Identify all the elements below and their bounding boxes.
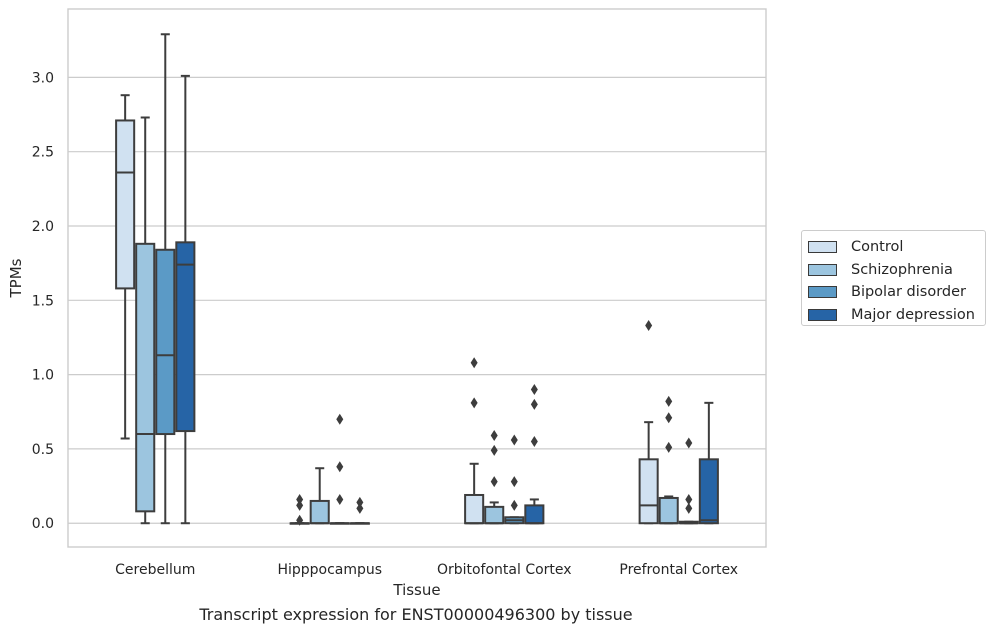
outlier-point	[490, 444, 498, 456]
box-3-2	[678, 437, 699, 525]
box-iqr	[175, 241, 196, 433]
outlier-point	[665, 441, 673, 453]
box-3-0	[638, 320, 659, 525]
legend-label: Schizophrenia	[851, 261, 953, 278]
outlier-point	[470, 357, 478, 369]
x-tick-label: Prefrontal Cortex	[619, 562, 738, 578]
legend-swatch	[808, 308, 837, 321]
box-iqr	[115, 119, 136, 290]
box-1-1	[309, 467, 330, 525]
y-tick-label: 0.0	[32, 516, 54, 532]
outlier-point	[530, 383, 538, 395]
legend-label: Bipolar disorder	[851, 284, 966, 301]
box-2-3	[524, 383, 545, 525]
legend-item: Control	[808, 236, 985, 259]
outlier-point	[296, 499, 304, 511]
box-3-1	[658, 395, 679, 525]
y-axis-label: TPMs	[7, 258, 25, 298]
box-iqr	[638, 458, 659, 525]
outlier-point	[510, 499, 518, 511]
chart-caption: Transcript expression for ENST0000049630…	[199, 605, 633, 624]
box-iqr	[484, 505, 505, 525]
x-tick-label: Cerebellum	[115, 562, 195, 578]
box-2-0	[464, 357, 485, 525]
box-iqr	[135, 242, 156, 513]
legend-swatch	[808, 286, 837, 299]
outlier-point	[356, 502, 364, 514]
box-2-1	[484, 430, 505, 525]
plot-area-frame	[67, 8, 767, 548]
x-axis-label: Tissue	[392, 581, 440, 599]
x-tick-label: Orbitofontal Cortex	[437, 562, 572, 578]
box-iqr	[658, 496, 679, 525]
outlier-point	[665, 412, 673, 424]
y-tick-label: 2.0	[32, 219, 54, 235]
box-iqr	[464, 493, 485, 525]
outlier-point	[470, 397, 478, 409]
outlier-point	[685, 502, 693, 514]
legend-item: Major depression	[808, 304, 985, 327]
legend: Control Schizophrenia Bipolar disorder Majo…	[801, 230, 986, 326]
y-tick-label: 1.5	[32, 293, 54, 309]
box-groups	[115, 33, 719, 526]
box-1-3	[349, 496, 370, 525]
outlier-point	[356, 496, 364, 508]
x-tick-label: Hipppocampus	[277, 562, 382, 578]
box-2-2	[504, 434, 525, 525]
outlier-point	[296, 514, 304, 526]
legend-label: Major depression	[851, 306, 975, 323]
box-iqr	[155, 248, 176, 436]
legend-swatch	[808, 241, 837, 254]
legend-swatch	[808, 263, 837, 276]
outlier-point	[336, 413, 344, 425]
outlier-point	[490, 430, 498, 442]
legend-item: Schizophrenia	[808, 259, 985, 282]
outlier-point	[510, 434, 518, 446]
outlier-point	[296, 493, 304, 505]
y-tick-label: 1.0	[32, 368, 54, 384]
y-tick-label: 0.5	[32, 442, 54, 458]
box-iqr	[698, 458, 719, 525]
box-0-2	[155, 33, 176, 525]
outlier-point	[490, 476, 498, 488]
box-iqr	[524, 504, 545, 525]
outlier-point	[645, 320, 653, 332]
outlier-point	[685, 493, 693, 505]
box-3-3	[698, 401, 719, 525]
boxplot-chart: 0.0 0.5 1.0 1.5 2.0 2.5 3.0 Cerebellum Hipppoca…	[7, 8, 767, 599]
box-1-2	[329, 413, 350, 525]
box-1-0	[289, 493, 310, 526]
outlier-point	[530, 435, 538, 447]
legend-label: Control	[851, 239, 904, 256]
y-tick-labels: 0.0 0.5 1.0 1.5 2.0 2.5 3.0	[32, 70, 54, 532]
outlier-point	[510, 476, 518, 488]
box-iqr	[309, 499, 330, 525]
y-tick-label: 3.0	[32, 70, 54, 86]
y-tick-label: 2.5	[32, 145, 54, 161]
outlier-point	[665, 395, 673, 407]
outlier-point	[530, 398, 538, 410]
box-0-0	[115, 94, 136, 440]
outlier-point	[336, 493, 344, 505]
x-tick-labels: Cerebellum Hipppocampus Orbitofontal Corte…	[115, 562, 738, 578]
legend-item: Bipolar disorder	[808, 281, 985, 304]
box-0-1	[135, 116, 156, 525]
outlier-point	[685, 437, 693, 449]
outlier-point	[336, 461, 344, 473]
box-0-3	[175, 74, 196, 525]
